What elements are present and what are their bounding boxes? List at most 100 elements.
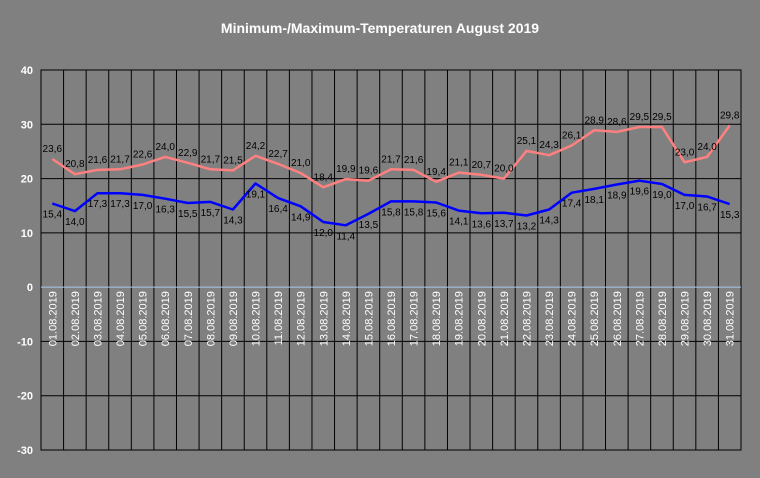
grid-lines <box>41 70 741 450</box>
x-tick-label: 12.08.2019 <box>296 291 308 346</box>
x-tick-label: 25.08.2019 <box>589 291 601 346</box>
x-tick-label: 17.08.2019 <box>409 291 421 346</box>
data-label: 17,3 <box>88 199 108 210</box>
y-tick-label: 30 <box>21 119 33 131</box>
x-tick-label: 09.08.2019 <box>228 291 240 346</box>
data-label: 19,0 <box>652 190 672 201</box>
x-tick-label: 24.08.2019 <box>567 291 579 346</box>
data-label: 15,5 <box>178 209 198 220</box>
data-label: 18,9 <box>607 191 627 202</box>
data-label: 19,6 <box>359 166 379 177</box>
data-label: 14,3 <box>223 216 243 227</box>
x-tick-label: 21.08.2019 <box>499 291 511 346</box>
y-tick-label: 20 <box>21 174 33 186</box>
x-tick-label: 05.08.2019 <box>138 291 150 346</box>
data-label: 21,1 <box>449 158 469 169</box>
y-tick-label: -30 <box>17 445 33 457</box>
x-tick-label: 26.08.2019 <box>612 291 624 346</box>
y-axis-tick-labels: -30 -20 -10 0 10 20 30 40 <box>17 65 33 457</box>
y-tick-label: 0 <box>27 282 33 294</box>
data-label: 15,6 <box>426 208 446 219</box>
x-tick-label: 16.08.2019 <box>386 291 398 346</box>
data-label: 14,9 <box>291 212 311 223</box>
data-label: 21,0 <box>291 158 311 169</box>
data-label: 16,7 <box>697 202 717 213</box>
x-tick-label: 23.08.2019 <box>544 291 556 346</box>
data-label: 11,4 <box>336 231 355 242</box>
x-tick-label: 30.08.2019 <box>702 291 714 346</box>
x-tick-label: 20.08.2019 <box>476 291 488 346</box>
data-label: 21,5 <box>223 155 243 166</box>
data-label: 24,0 <box>697 142 717 153</box>
data-label: 14,0 <box>65 217 85 228</box>
data-label: 18,4 <box>314 172 334 183</box>
series-lines <box>51 124 731 227</box>
data-label: 24,2 <box>246 141 266 152</box>
data-label: 15,3 <box>720 210 740 221</box>
x-tick-label: 31.08.2019 <box>725 291 737 346</box>
x-tick-label: 15.08.2019 <box>363 291 375 346</box>
data-label: 24,3 <box>539 140 559 151</box>
data-label: 13,7 <box>494 219 514 230</box>
data-label: 24,0 <box>155 142 175 153</box>
data-label: 18,1 <box>584 195 604 206</box>
data-label: 26,1 <box>562 130 582 141</box>
data-label: 23,6 <box>43 144 63 155</box>
x-tick-label: 04.08.2019 <box>115 291 127 346</box>
data-labels: 23,620,8 21,6 21,7 22,624,022,921,7 21,524,2… <box>43 110 740 242</box>
data-label: 20,0 <box>494 164 514 175</box>
x-tick-label: 14.08.2019 <box>341 291 353 346</box>
data-label: 17,0 <box>675 201 695 212</box>
x-tick-label: 02.08.2019 <box>70 291 82 346</box>
data-label: 25,1 <box>517 136 537 147</box>
data-label: 16,3 <box>155 205 175 216</box>
data-label: 13,6 <box>472 219 492 230</box>
data-label: 21,7 <box>110 154 130 165</box>
data-label: 17,4 <box>562 199 582 210</box>
x-tick-label: 19.08.2019 <box>454 291 466 346</box>
data-label: 13,5 <box>359 220 379 231</box>
data-label: 14,3 <box>539 216 559 227</box>
data-label: 15,7 <box>201 208 221 219</box>
data-label: 19,1 <box>246 189 266 200</box>
x-tick-label: 06.08.2019 <box>160 291 172 346</box>
chart-title: Minimum-/Maximum-Temperaturen August 201… <box>221 20 539 36</box>
series-line-2 <box>51 179 731 227</box>
data-label: 19,9 <box>336 164 356 175</box>
x-tick-label: 18.08.2019 <box>431 291 443 346</box>
x-tick-label: 22.08.2019 <box>521 291 533 346</box>
x-tick-label: 10.08.2019 <box>251 291 263 346</box>
data-label: 17,0 <box>133 201 153 212</box>
x-tick-label: 27.08.2019 <box>634 291 646 346</box>
y-tick-label: -10 <box>17 336 33 348</box>
y-tick-label: 10 <box>21 228 33 240</box>
x-tick-label: 07.08.2019 <box>183 291 195 346</box>
data-label: 13,2 <box>517 221 537 232</box>
data-label: 23,0 <box>675 147 695 158</box>
data-label: 22,7 <box>268 149 288 160</box>
data-label: 20,7 <box>472 160 492 171</box>
data-label: 28,9 <box>584 115 604 126</box>
data-label: 22,6 <box>133 149 153 160</box>
x-tick-label: 01.08.2019 <box>47 291 59 346</box>
data-label: 21,7 <box>201 154 221 165</box>
data-label: 20,8 <box>65 159 85 170</box>
data-label: 22,9 <box>178 148 198 159</box>
data-label: 21,6 <box>88 155 108 166</box>
data-label: 14,1 <box>449 217 469 228</box>
data-label: 29,5 <box>652 112 672 123</box>
x-tick-label: 13.08.2019 <box>318 291 330 346</box>
data-label: 19,4 <box>426 167 446 178</box>
x-tick-label: 08.08.2019 <box>205 291 217 346</box>
data-label: 29,8 <box>720 110 740 121</box>
x-tick-label: 28.08.2019 <box>657 291 669 346</box>
data-label: 28,6 <box>607 117 627 128</box>
data-label: 21,7 <box>381 154 401 165</box>
data-label: 15,8 <box>381 207 401 218</box>
y-tick-label: -20 <box>17 391 33 403</box>
plot-area <box>40 69 742 451</box>
y-tick-label: 40 <box>21 65 33 77</box>
data-label: 15,4 <box>43 210 63 221</box>
data-label: 29,5 <box>630 112 650 123</box>
